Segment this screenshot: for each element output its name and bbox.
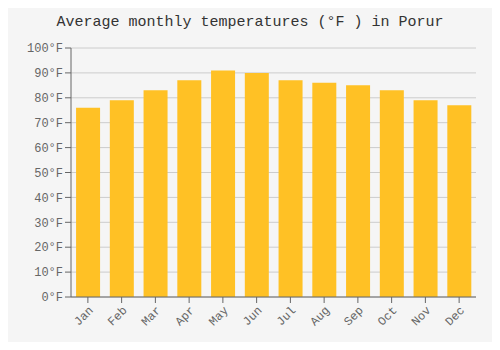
svg-text:Jan: Jan (72, 304, 97, 329)
svg-text:0°F: 0°F (41, 291, 63, 305)
svg-text:Apr: Apr (173, 304, 198, 329)
svg-text:70°F: 70°F (34, 117, 63, 131)
svg-text:Nov: Nov (409, 304, 434, 329)
svg-text:80°F: 80°F (34, 92, 63, 106)
svg-text:30°F: 30°F (34, 217, 63, 231)
svg-text:20°F: 20°F (34, 241, 63, 255)
svg-text:Oct: Oct (375, 304, 400, 329)
svg-text:Jun: Jun (240, 304, 265, 329)
svg-text:May: May (207, 304, 232, 329)
svg-text:Mar: Mar (139, 304, 164, 329)
svg-text:Aug: Aug (308, 304, 333, 329)
svg-text:100°F: 100°F (27, 42, 63, 56)
svg-text:40°F: 40°F (34, 192, 63, 206)
svg-text:50°F: 50°F (34, 167, 63, 181)
svg-text:Dec: Dec (443, 304, 468, 329)
html-text:Average monthly temperatures (: Average monthly temperatures (°F ) in Po… (56, 14, 444, 31)
svg-text:Jul: Jul (274, 304, 299, 329)
svg-text:90°F: 90°F (34, 67, 63, 81)
svg-text:60°F: 60°F (34, 142, 63, 156)
svg-text:Feb: Feb (105, 304, 130, 329)
svg-text:Sep: Sep (342, 304, 367, 329)
svg-text:10°F: 10°F (34, 266, 63, 280)
